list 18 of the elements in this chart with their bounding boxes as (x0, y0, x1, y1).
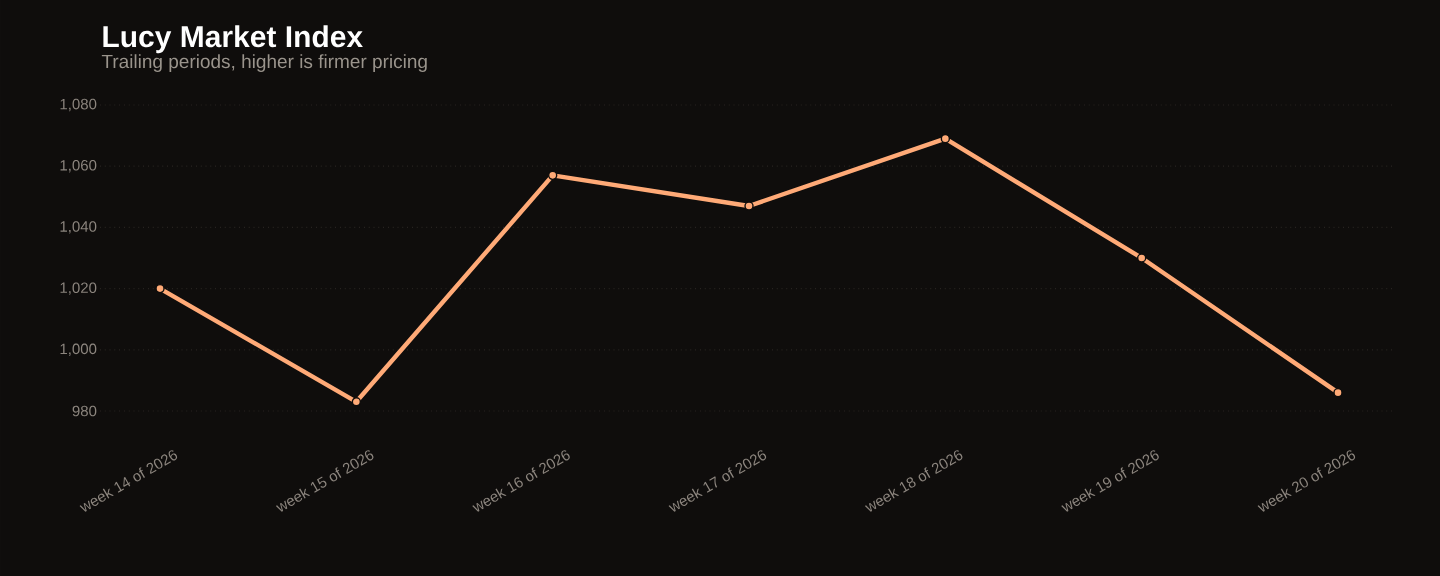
y-tick-label: 1,020 (60, 282, 97, 295)
y-tick-label: 1,040 (60, 221, 97, 234)
chart-title: Lucy Market Index (103, 25, 363, 54)
y-tick-label: 1,060 (60, 159, 97, 173)
x-tick-label: week 20 of 2026 (1257, 450, 1356, 512)
x-tick-label: week 17 of 2026 (668, 450, 767, 512)
x-tick-label: week 16 of 2026 (472, 450, 570, 512)
point (1136, 253, 1147, 263)
chart-subtitle: Trailing periods, higher is firmer pricing (101, 54, 427, 72)
y-tick-label: 1,000 (60, 343, 97, 356)
x-tick-label: week 18 of 2026 (864, 450, 963, 512)
x-tick-label: week 14 of 2026 (79, 450, 178, 512)
x-tick-label: week 19 of 2026 (1061, 450, 1159, 512)
point (744, 201, 754, 211)
y-tick-label: 980 (72, 405, 97, 417)
x-tick-label: week 15 of 2026 (275, 450, 374, 512)
point (155, 283, 165, 294)
y-tick-label: 1,080 (60, 98, 97, 112)
